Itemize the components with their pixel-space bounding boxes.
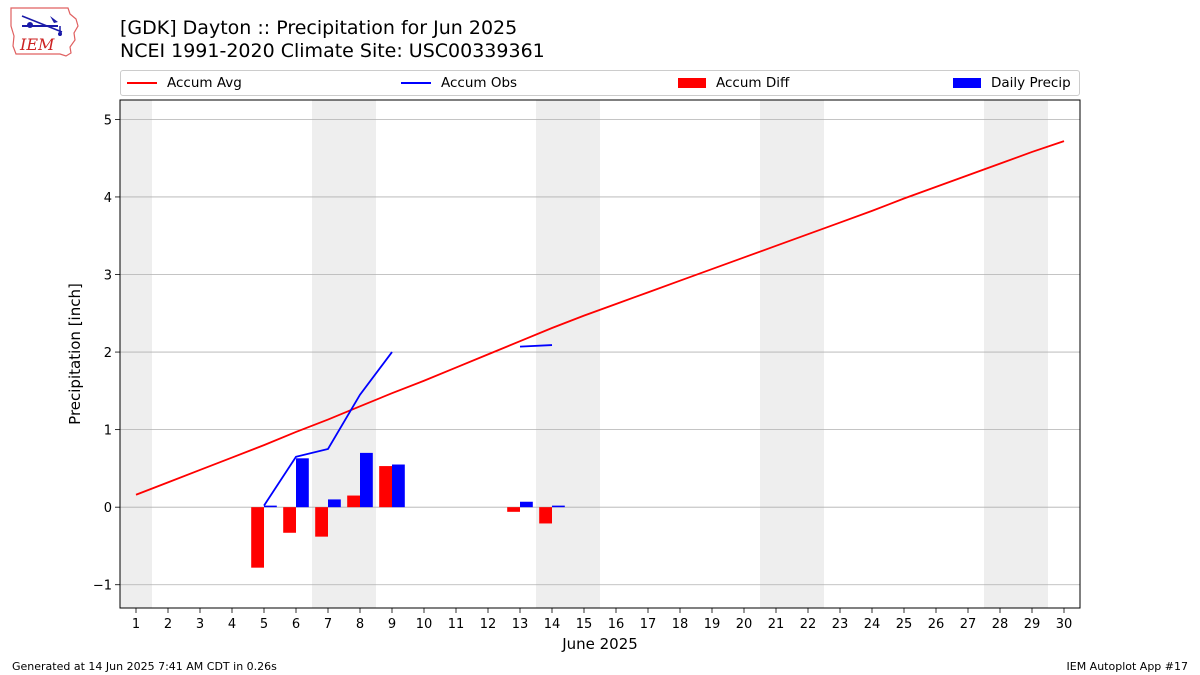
y-tick-label: 4: [104, 191, 112, 206]
footer-generated-text: Generated at 14 Jun 2025 7:41 AM CDT in …: [12, 660, 277, 673]
legend-item-accum-diff: Accum Diff: [678, 71, 789, 95]
y-tick-label: −1: [93, 579, 112, 594]
accum-diff-bar: [315, 507, 328, 537]
weekend-band: [760, 100, 824, 608]
x-tick-label: 28: [992, 617, 1009, 632]
x-tick-label: 11: [448, 617, 465, 632]
x-tick-label: 15: [576, 617, 593, 632]
chart-legend: Accum Avg Accum Obs Accum Diff Daily Pre…: [120, 70, 1080, 96]
legend-item-accum-avg: Accum Avg: [127, 71, 242, 95]
x-tick-label: 17: [640, 617, 657, 632]
accum-diff-bar: [379, 466, 392, 508]
y-tick-label: 3: [104, 269, 112, 284]
plot-frame: [119, 99, 1081, 609]
x-tick-label: 13: [512, 617, 529, 632]
x-tick-label: 10: [416, 617, 433, 632]
weather-station-icon: [21, 15, 63, 33]
legend-label: Accum Avg: [167, 75, 242, 91]
x-tick-label: 22: [800, 617, 817, 632]
accum-avg-line: [135, 140, 1065, 496]
legend-swatch: [953, 78, 981, 88]
x-tick-label: 19: [704, 617, 721, 632]
x-tick-label: 8: [356, 617, 364, 632]
y-tick-label: 1: [104, 424, 112, 439]
accum-diff-bar: [347, 495, 360, 508]
x-axis-label: June 2025: [561, 635, 638, 653]
x-tick-label: 24: [864, 617, 881, 632]
accum-diff-bar: [507, 507, 520, 512]
y-tick-label: 0: [104, 501, 112, 516]
legend-swatch: [401, 82, 431, 84]
x-tick-label: 16: [608, 617, 625, 632]
weekend-band: [536, 100, 600, 608]
x-tick-label: 6: [292, 617, 300, 632]
daily-precip-bar: [296, 458, 309, 508]
accum-diff-bar: [283, 507, 296, 533]
legend-label: Daily Precip: [991, 75, 1071, 91]
accum-obs-line: [519, 344, 553, 348]
y-axis-label: Precipitation [inch]: [66, 283, 84, 425]
x-tick-label: 25: [896, 617, 913, 632]
accum-obs-line: [263, 351, 393, 507]
iowa-state-outline: [10, 7, 79, 57]
daily-precip-bar: [392, 464, 405, 508]
daily-precip-bar: [328, 499, 341, 508]
chart-subtitle: NCEI 1991-2020 Climate Site: USC00339361: [120, 40, 545, 62]
x-tick-label: 21: [768, 617, 785, 632]
x-tick-label: 3: [196, 617, 204, 632]
x-tick-label: 18: [672, 617, 689, 632]
daily-precip-bar: [264, 505, 277, 508]
x-tick-label: 27: [960, 617, 977, 632]
legend-item-accum-obs: Accum Obs: [401, 71, 517, 95]
legend-label: Accum Obs: [441, 75, 518, 91]
y-tick-label: 5: [104, 113, 112, 128]
y-tick-label: 2: [104, 346, 112, 361]
chart-title: [GDK] Dayton :: Precipitation for Jun 20…: [120, 17, 518, 39]
weekend-band: [984, 100, 1048, 608]
legend-swatch: [127, 82, 157, 84]
x-tick-label: 1: [132, 617, 140, 632]
weekend-band: [120, 100, 152, 608]
x-tick-label: 7: [324, 617, 332, 632]
x-tick-label: 30: [1056, 617, 1073, 632]
x-tick-label: 29: [1024, 617, 1041, 632]
x-tick-label: 20: [736, 617, 753, 632]
x-tick-label: 14: [544, 617, 561, 632]
x-tick-label: 5: [260, 617, 268, 632]
x-tick-label: 23: [832, 617, 849, 632]
x-tick-label: 12: [480, 617, 497, 632]
x-tick-label: 4: [228, 617, 236, 632]
daily-precip-bar: [520, 501, 533, 508]
accum-diff-bar: [539, 507, 552, 524]
logo-text: IEM: [19, 35, 55, 54]
x-tick-label: 9: [388, 617, 396, 632]
iem-logo: IEM: [10, 7, 79, 57]
legend-label: Accum Diff: [716, 75, 790, 91]
daily-precip-bar: [552, 505, 565, 508]
accum-diff-bar: [251, 507, 264, 568]
daily-precip-bar: [360, 452, 373, 508]
footer-app-text: IEM Autoplot App #17: [1066, 660, 1189, 673]
legend-item-daily-precip: Daily Precip: [953, 71, 1071, 95]
x-tick-label: 26: [928, 617, 945, 632]
x-tick-label: 2: [164, 617, 172, 632]
legend-swatch: [678, 78, 706, 88]
